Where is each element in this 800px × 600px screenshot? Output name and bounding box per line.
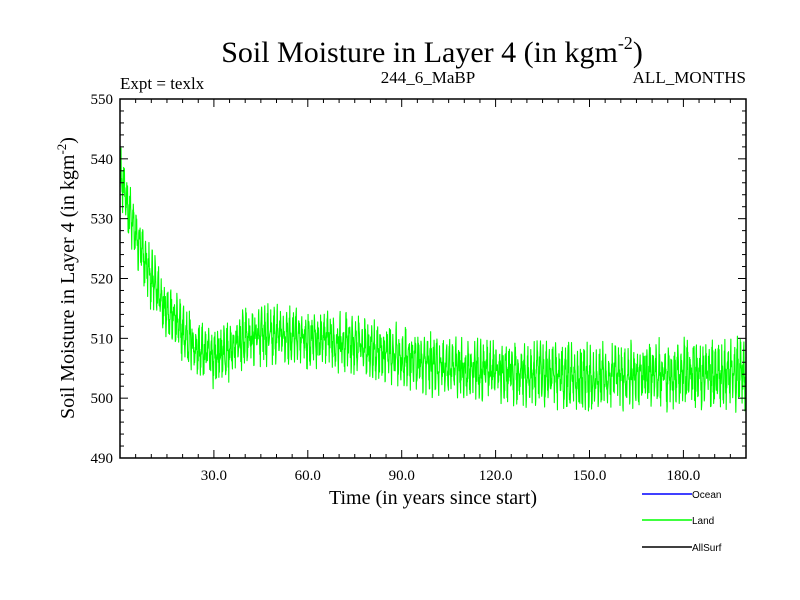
legend-label-ocean: Ocean — [692, 490, 721, 501]
series-line-land — [119, 147, 747, 413]
x-tick-label: 60.0 — [295, 468, 321, 484]
subtitle-experiment: Expt = texlx — [120, 74, 205, 93]
legend-label-land: Land — [692, 516, 714, 527]
y-tick-label: 550 — [91, 92, 114, 108]
x-tick-label: 90.0 — [389, 468, 415, 484]
y-axis-label: Soil Moisture in Layer 4 (in kgm-2) — [54, 137, 79, 419]
y-tick-label: 500 — [91, 391, 114, 407]
subtitle-period: 244_6_MaBP — [381, 68, 475, 87]
x-axis-label: Time (in years since start) — [329, 487, 537, 509]
legend: Ocean Land AllSurf — [642, 490, 722, 554]
x-tick-label: 120.0 — [479, 468, 513, 484]
y-tick-label: 520 — [91, 272, 114, 288]
series-layer — [119, 147, 747, 413]
plot-frame — [119, 98, 747, 459]
y-tick-label: 490 — [91, 451, 114, 467]
y-tick-label: 510 — [91, 331, 114, 347]
y-tick-label: 540 — [91, 152, 114, 168]
x-tick-label: 180.0 — [667, 468, 701, 484]
x-tick-label: 150.0 — [573, 468, 607, 484]
chart-title: Soil Moisture in Layer 4 (in kgm-2) — [221, 33, 643, 69]
legend-label-allsurf: AllSurf — [692, 543, 722, 554]
x-tick-label: 30.0 — [201, 468, 227, 484]
y-tick-label: 530 — [91, 212, 114, 228]
ticks-layer: 30.0 60.0 90.0 120.0 150.0 180.0 490 500 510 520 5… — [91, 92, 746, 484]
subtitle-months: ALL_MONTHS — [633, 68, 746, 87]
